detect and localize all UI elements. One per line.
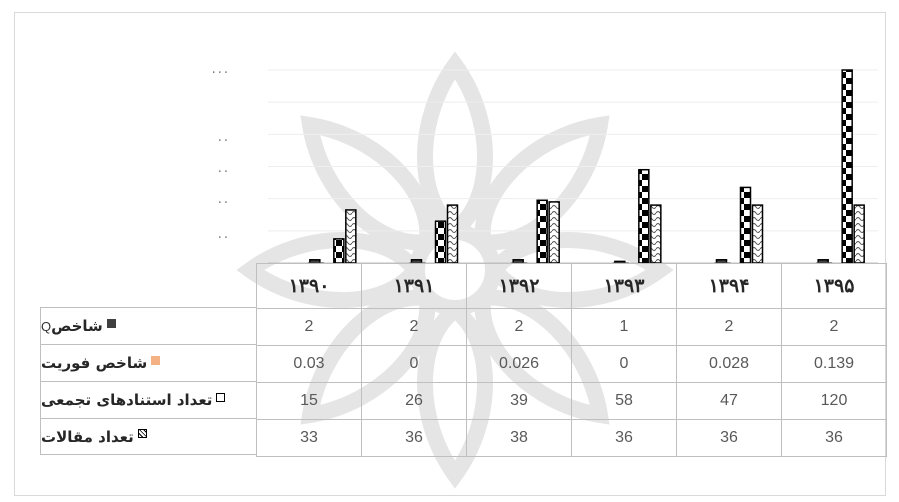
series-name: شاخص [51, 317, 103, 335]
bar-estenad-tajmoi [841, 69, 853, 264]
bar-tedad-maghalat [446, 204, 459, 264]
legend-row-labels: شاخص Q شاخص فوریت تعداد استنادهای تجمعی تعدا… [40, 307, 256, 455]
series-name: شاخص فوریت [41, 354, 148, 372]
y-tick-label: .. [217, 227, 230, 242]
bar-tedad-maghalat [853, 204, 865, 264]
y-tick-label: .. [217, 130, 230, 145]
table-cell: 2 [361, 308, 467, 346]
y-tick-label: .. [217, 161, 230, 176]
year-header: ۱۳۹۱ [361, 263, 467, 309]
bar-estenad-tajmoi [333, 238, 345, 264]
table-cell: 15 [256, 382, 362, 420]
table-cell: 2 [781, 308, 887, 346]
watermark-petal [417, 51, 493, 241]
legend-key-icon [216, 392, 226, 402]
table-cell: 36 [781, 419, 887, 457]
data-table: ۱۳۹۰ ۱۳۹۱ ۱۳۹۲ ۱۳۹۳ ۱۳۹۴ ۱۳۹۵ 2 2 2 1 2 2 0.03 0 0.02… [256, 263, 887, 457]
table-cell: 47 [676, 382, 782, 420]
table-cell: 0.139 [781, 345, 887, 383]
table-row: 15 26 39 58 47 120 [256, 382, 887, 420]
bar-estenad-tajmoi [739, 186, 752, 264]
table-cell: 120 [781, 382, 887, 420]
year-header: ۱۳۹۴ [676, 263, 782, 309]
table-cell: 2 [676, 308, 782, 346]
table-cell: 58 [571, 382, 677, 420]
table-cell: 36 [676, 419, 782, 457]
bar-tedad-maghalat [751, 204, 764, 264]
table-row: 33 36 38 36 36 36 [256, 419, 887, 457]
table-cell: 39 [466, 382, 572, 420]
y-tick-label: .. [217, 192, 230, 207]
legend-row-label: شاخص Q [40, 307, 256, 344]
year-header: ۱۳۹۲ [466, 263, 572, 309]
series-name: تعداد مقالات [41, 427, 134, 446]
table-cell: 33 [256, 419, 362, 457]
y-tick-label: ... [211, 62, 230, 77]
bar-tedad-maghalat [345, 209, 357, 264]
legend-key-icon [137, 429, 147, 438]
table-row: 0.03 0 0.026 0 0.028 0.139 [256, 345, 887, 383]
table-cell: 38 [466, 419, 572, 457]
bar-estenad-tajmoi [536, 199, 548, 264]
table-cell: 36 [571, 419, 677, 457]
bar-tedad-maghalat [548, 201, 560, 264]
table-cell: 0.028 [676, 345, 782, 383]
table-cell: 0.026 [466, 345, 572, 383]
legend-row-label: تعداد مقالات [40, 418, 256, 455]
table-cell: 2 [256, 308, 362, 346]
series-name: تعداد استنادهای تجمعی [41, 391, 213, 409]
table-cell: 0 [571, 345, 677, 383]
bar-tedad-maghalat [650, 204, 662, 264]
year-header: ۱۳۹۳ [571, 263, 677, 309]
table-cell: 26 [361, 382, 467, 420]
table-cell: 0.03 [256, 345, 362, 383]
table-cell: 2 [466, 308, 572, 346]
series-name-suffix: Q [41, 318, 52, 334]
bar-estenad-tajmoi [638, 168, 650, 264]
bar-estenad-tajmoi [434, 220, 447, 264]
table-cell: 1 [571, 308, 677, 346]
legend-key-icon [106, 318, 116, 328]
year-header: ۱۳۹۵ [781, 263, 887, 309]
year-header: ۱۳۹۰ [256, 263, 362, 309]
table-cell: 0 [361, 345, 467, 383]
legend-key-icon [151, 355, 161, 365]
table-cell: 36 [361, 419, 467, 457]
legend-row-label: شاخص فوریت [40, 344, 256, 381]
legend-row-label: تعداد استنادهای تجمعی [40, 381, 256, 418]
